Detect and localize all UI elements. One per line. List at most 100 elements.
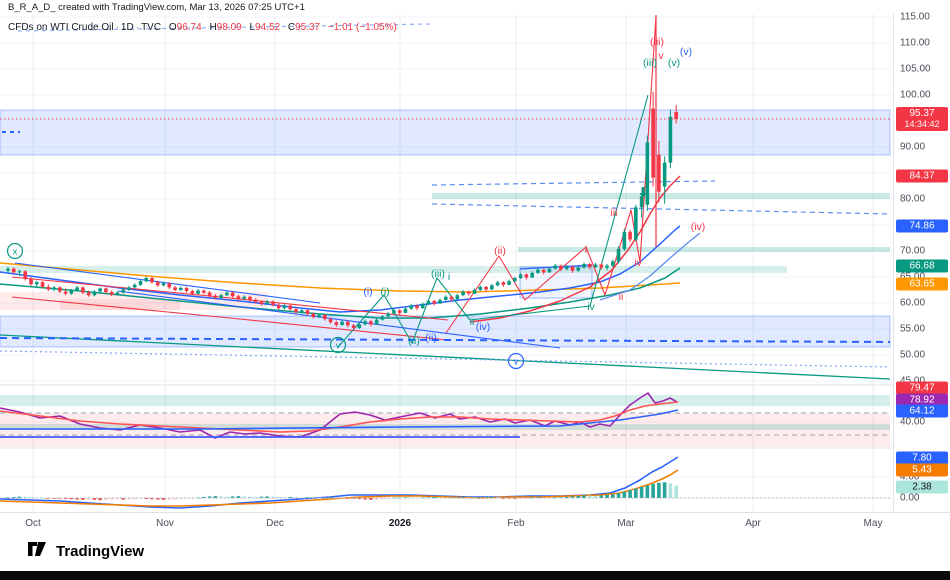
histogram-bar [52,498,56,499]
overlay-line [445,15,657,334]
histogram-bar [587,495,592,498]
histogram-bar [340,497,344,499]
wave-circled-label: v [336,341,341,351]
tradingview-logo[interactable]: TradingView [28,542,144,560]
candle-body [530,272,534,278]
candle-body [63,291,68,294]
candle-body [334,322,339,325]
histogram-bar [662,482,667,498]
overlay-line [431,203,891,215]
candle-body [599,264,604,268]
histogram-bar [369,498,373,500]
candle-body [593,264,598,268]
candle-body [242,296,246,299]
histogram-bar [622,491,627,498]
price-axis[interactable]: 115.00 110.00 105.00 100.00 90.00 80.00 70.00 6… [893,12,950,512]
candle-body [155,282,160,286]
wave-label: v [658,50,664,62]
candle-body [674,111,678,120]
candle-body [40,282,45,287]
candle-body [363,321,367,325]
symbol-legend[interactable]: CFDs on WTI Crude Oil · 1D · TVC O96.74 H98.… [8,22,397,33]
price-label-chip: 63.65 [896,277,948,291]
price-label-chip: 7.80 [896,451,948,465]
arrow-down-marker [639,187,647,198]
candle-body [420,304,425,309]
candle-body [35,282,39,285]
histogram-bar [167,498,172,500]
candle-body [225,292,229,296]
price-tick: 105.00 [900,63,931,75]
histogram-bar [6,497,10,499]
histogram-bar [276,496,281,498]
price-tick: 70.00 [900,245,926,257]
wave-label: (v) [680,46,692,58]
histogram-bar [616,493,621,498]
shaded-zone [60,299,180,310]
wave-label: iii [611,207,618,219]
histogram-bar [179,498,183,500]
price-label-chip: 5.43 [896,463,948,477]
candle-body [190,291,195,294]
histogram-bar [104,498,108,500]
histogram-bar [553,497,557,499]
histogram-bar [639,486,644,498]
candle-body [403,308,408,313]
overlay-line [337,94,649,348]
interval-label[interactable]: 1D [120,22,134,33]
time-axis[interactable]: Oct Nov Dec 2026 Feb Mar Apr May [0,512,950,537]
wave-label: i [448,271,450,283]
candle-body [323,314,327,320]
candle-body [490,285,494,290]
candle-body [357,324,362,328]
price-label-chip: 95.37 14:34:42 [896,107,948,131]
time-tick: Apr [745,518,761,529]
candle-body [455,295,460,300]
candle-body [265,301,269,305]
histogram-bar [248,496,252,498]
macd-line [0,469,679,507]
candle-body [374,319,379,325]
exchange-label: TVC [141,22,162,33]
wave-label: (iii) [643,57,657,69]
histogram-bar [564,496,569,498]
chart-canvas[interactable]: CFDs on WTI Crude Oil · 1D · TVC O96.74 H98.… [0,0,893,512]
overlay-line [14,262,321,304]
candle-body [449,296,454,300]
candle-body [305,310,310,314]
histogram-bar [420,497,425,499]
candle-body [299,310,304,313]
candle-body [236,296,241,299]
price-tick: 45.00 [900,376,925,387]
candle-body [317,314,321,318]
histogram-bar [81,498,85,500]
price-tick: 60.00 [900,297,926,309]
candle-body [576,267,581,271]
candle-body [415,305,419,309]
candle-body [150,278,154,283]
candle-body [351,325,356,328]
candle-body [196,290,200,294]
shaded-zone [0,266,787,273]
histogram-bar [449,497,454,499]
candle-body [346,321,350,326]
time-tick: May [863,518,883,529]
candle-body [443,296,448,300]
candle-body [616,248,621,262]
candle-body [98,288,102,292]
histogram-bar [230,496,235,498]
overlay-line [117,290,561,349]
candle-body [524,274,529,278]
histogram-bar [668,483,673,498]
histogram-bar [127,498,131,500]
candle-body [553,265,557,269]
wave-label: (i) [380,286,389,298]
candle-body [467,291,471,294]
histogram-bar [611,494,615,498]
candle-body [259,301,264,305]
histogram-bar [109,498,114,500]
price-label-chip: 66.68 [896,259,948,273]
symbol-title[interactable]: CFDs on WTI Crude Oil [8,22,114,33]
